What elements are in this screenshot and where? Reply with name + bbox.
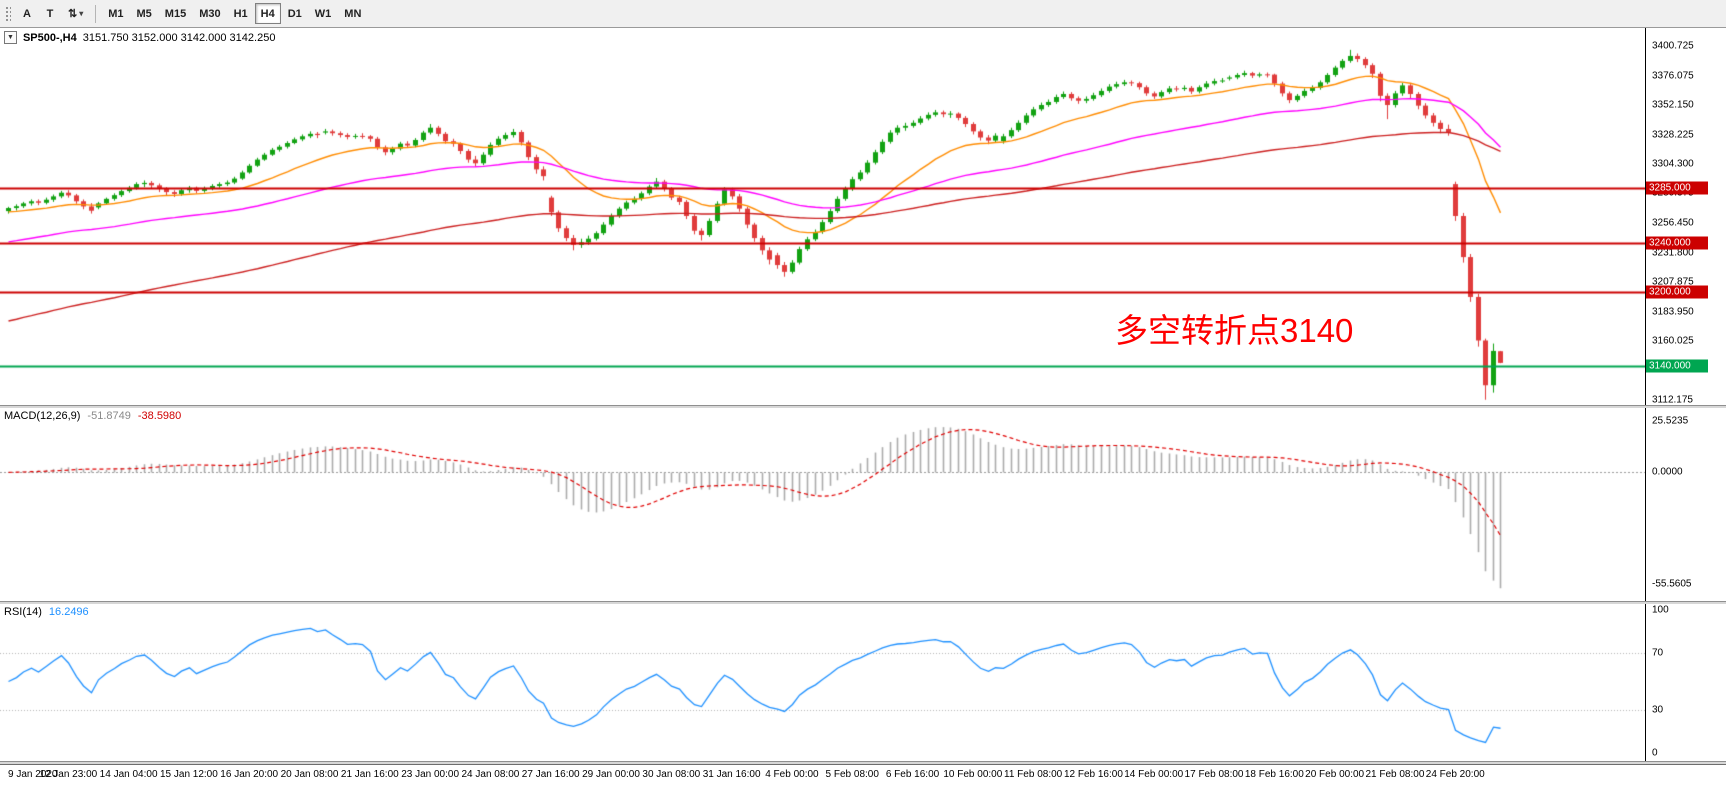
time-axis-label: 14 Feb 00:00 — [1124, 769, 1184, 780]
price-line-label: 3200.000 — [1646, 285, 1708, 299]
main-price-axis: 3400.725 3376.075 3352.150 3328.225 3304.300… — [1645, 28, 1726, 405]
time-axis-label: 18 Feb 16:00 — [1244, 769, 1304, 780]
time-axis-label: 16 Jan 20:00 — [220, 769, 279, 780]
rsi-axis-tick: 30 — [1652, 704, 1664, 716]
price-tick: 3352.150 — [1652, 99, 1694, 111]
price-tick: 3112.175 — [1652, 394, 1693, 406]
macd-canvas[interactable] — [0, 408, 1645, 601]
macd-axis-tick: 0.0000 — [1652, 466, 1683, 478]
price-tick: 3256.450 — [1652, 217, 1694, 229]
macd-axis: 25.5235 0.0000 -55.5605 — [1645, 408, 1726, 601]
price-line-label: 3285.000 — [1646, 181, 1708, 195]
toolbar: A T ⇅ ▾ M1 M5 M15 M30 H1 H4 D1 W1 MN — [0, 0, 1726, 28]
chart-annotation-text[interactable]: 多空转折点3140 — [1115, 312, 1354, 349]
price-tick: 3328.225 — [1652, 129, 1694, 141]
rsi-axis-tick: 70 — [1652, 647, 1664, 659]
time-axis-label: 9 Jan 2020 — [8, 769, 58, 780]
time-axis-label: 24 Feb 20:00 — [1425, 769, 1485, 780]
rsi-value: 16.2496 — [48, 606, 89, 618]
macd-name: MACD(12,26,9) — [4, 410, 81, 422]
price-tick: 3376.075 — [1652, 70, 1694, 82]
rsi-canvas[interactable] — [0, 604, 1645, 761]
price-line-label: 3240.000 — [1646, 236, 1708, 250]
text-tool-button[interactable]: T — [39, 3, 61, 24]
price-tick: 3304.300 — [1652, 158, 1694, 170]
time-axis-label: 21 Jan 16:00 — [340, 769, 399, 780]
rsi-panel: RSI(14) 16.2496 100 70 30 0 — [0, 604, 1726, 761]
rsi-name: RSI(14) — [4, 606, 42, 618]
timeframe-button-m15[interactable]: M15 — [159, 3, 192, 24]
time-axis-label: 5 Feb 08:00 — [825, 769, 879, 780]
chart-area: ▼ SP500-,H4 3151.750 3152.000 3142.000 3… — [0, 28, 1726, 793]
time-axis-label: 27 Jan 16:00 — [521, 769, 580, 780]
time-axis-label: 4 Feb 00:00 — [765, 769, 819, 780]
price-tick: 3231.800 — [1652, 247, 1694, 259]
rsi-label: RSI(14) 16.2496 — [4, 606, 89, 618]
macd-signal-value: -38.5980 — [137, 410, 182, 422]
macd-main-value: -51.8749 — [87, 410, 131, 422]
timeframe-button-m5[interactable]: M5 — [131, 3, 158, 24]
rsi-axis: 100 70 30 0 — [1645, 604, 1726, 761]
symbol-name: SP500-,H4 — [22, 31, 77, 44]
price-line-label: 3140.000 — [1646, 359, 1708, 373]
symbol-dropdown-icon[interactable]: ▼ — [4, 31, 17, 44]
panel-splitter[interactable] — [0, 405, 1726, 408]
symbol-label: ▼ SP500-,H4 3151.750 3152.000 3142.000 3… — [4, 31, 275, 44]
rsi-axis-tick: 0 — [1652, 747, 1658, 759]
timeframe-button-h4[interactable]: H4 — [254, 3, 281, 24]
time-axis-label: 11 Feb 08:00 — [1004, 769, 1063, 780]
timeframe-button-w1[interactable]: W1 — [309, 3, 338, 24]
time-axis-label: 12 Jan 23:00 — [39, 769, 98, 780]
time-axis: 9 Jan 2020 12 Jan 23:00 14 Jan 04:00 15 Jan… — [0, 764, 1726, 793]
macd-axis-tick: -55.5605 — [1652, 578, 1692, 590]
timeframe-button-h1[interactable]: H1 — [228, 3, 254, 24]
macd-axis-tick: 25.5235 — [1652, 415, 1689, 427]
time-axis-label: 29 Jan 00:00 — [582, 769, 640, 780]
price-tick: 3183.950 — [1652, 306, 1694, 318]
time-axis-label: 24 Jan 08:00 — [461, 769, 520, 780]
time-axis-label: 12 Feb 16:00 — [1063, 769, 1123, 780]
dropdown-caret-icon: ▾ — [79, 9, 84, 18]
time-axis-label: 31 Jan 16:00 — [702, 769, 761, 780]
time-axis-label: 17 Feb 08:00 — [1184, 769, 1244, 780]
panel-splitter[interactable] — [0, 601, 1726, 604]
rsi-axis-tick: 100 — [1652, 604, 1669, 616]
toolbar-separator — [95, 4, 97, 23]
timeframe-button-group: M1 M5 M15 M30 H1 H4 D1 W1 MN — [102, 3, 367, 24]
price-tick: 3400.725 — [1652, 40, 1694, 52]
main-chart-canvas[interactable] — [0, 28, 1645, 405]
price-tick: 3207.875 — [1652, 276, 1694, 288]
time-axis-label: 20 Jan 08:00 — [280, 769, 339, 780]
price-tick: 3160.025 — [1652, 335, 1694, 347]
ohlc-values: 3151.750 3152.000 3142.000 3142.250 — [82, 31, 276, 44]
order-tool-button[interactable]: ⇅ ▾ — [62, 3, 89, 24]
time-axis-label: 20 Feb 00:00 — [1305, 769, 1365, 780]
timeframe-button-d1[interactable]: D1 — [282, 3, 308, 24]
time-axis-label: 6 Feb 16:00 — [885, 769, 940, 780]
time-axis-label: 23 Jan 00:00 — [401, 769, 460, 780]
time-axis-label: 10 Feb 00:00 — [943, 769, 1003, 780]
timeframe-button-m30[interactable]: M30 — [193, 3, 226, 24]
macd-panel: MACD(12,26,9) -51.8749 -38.5980 25.5235 0… — [0, 408, 1726, 601]
time-axis-label: 21 Feb 08:00 — [1365, 769, 1425, 780]
arrow-tool-button[interactable]: A — [16, 3, 38, 24]
timeframe-button-m1[interactable]: M1 — [102, 3, 129, 24]
main-chart-panel: ▼ SP500-,H4 3151.750 3152.000 3142.000 3… — [0, 28, 1726, 405]
time-axis-label: 15 Jan 12:00 — [159, 769, 218, 780]
panel-splitter[interactable] — [0, 761, 1726, 764]
time-axis-label: 14 Jan 04:00 — [99, 769, 158, 780]
timeframe-button-mn[interactable]: MN — [338, 3, 367, 24]
time-axis-label: 30 Jan 08:00 — [642, 769, 701, 780]
updown-arrows-icon: ⇅ — [68, 8, 78, 20]
toolbar-drag-handle[interactable] — [4, 4, 11, 23]
macd-label: MACD(12,26,9) -51.8749 -38.5980 — [4, 410, 181, 422]
